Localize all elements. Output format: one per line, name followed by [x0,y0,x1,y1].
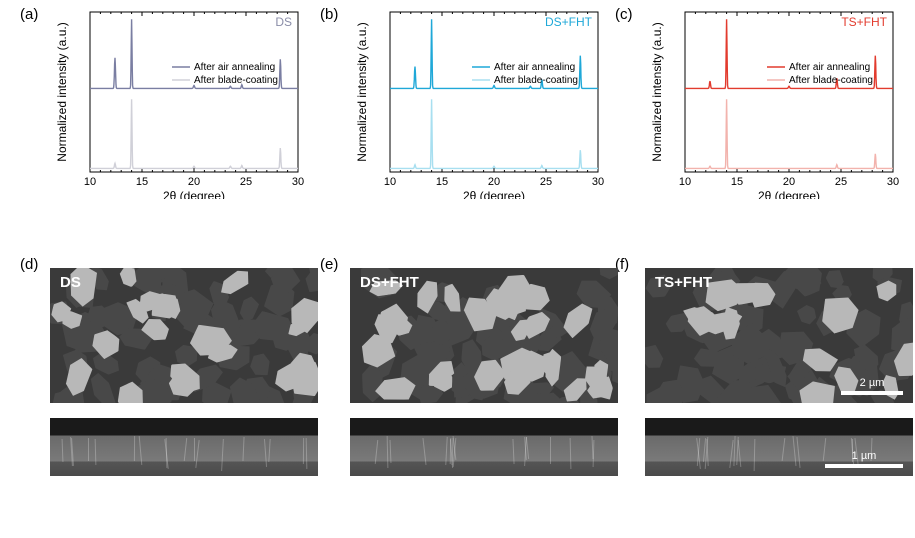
svg-text:15: 15 [136,176,148,188]
svg-text:Normalized intensity (a.u.): Normalized intensity (a.u.) [650,22,664,161]
svg-text:30: 30 [887,176,899,188]
sem-xsec-d [50,418,318,476]
svg-text:DS: DS [275,15,292,29]
panel-label-b: (b) [320,6,338,23]
scalebar-xsec: 1 µm [825,450,903,468]
svg-text:2θ (degree): 2θ (degree) [163,189,225,199]
figure-root: (a) (b) (c) 10 15 20 25 30 2θ (degree) Normali… [0,0,915,538]
sem-label-e: DS+FHT [360,274,419,291]
svg-text:30: 30 [292,176,304,188]
scalebar-top-line [841,391,903,395]
svg-text:Normalized intensity (a.u.): Normalized intensity (a.u.) [55,22,69,161]
svg-text:2θ (degree): 2θ (degree) [758,189,820,199]
svg-text:After air annealing: After air annealing [789,62,870,73]
svg-text:15: 15 [731,176,743,188]
sem-xsec-e [350,418,618,476]
svg-text:15: 15 [436,176,448,188]
svg-text:20: 20 [783,176,795,188]
scalebar-top-text: 2 µm [860,377,885,389]
sem-xsec-f: 1 µm [645,418,913,476]
svg-text:2θ (degree): 2θ (degree) [463,189,525,199]
svg-text:25: 25 [835,176,847,188]
sem-top-e: DS+FHT [350,268,618,403]
sem-top-d: DS [50,268,318,403]
svg-text:20: 20 [188,176,200,188]
svg-text:25: 25 [540,176,552,188]
scalebar-top: 2 µm [841,377,903,395]
svg-text:After blade-coating: After blade-coating [789,75,873,86]
panel-label-c: (c) [615,6,633,23]
svg-text:After air annealing: After air annealing [194,62,275,73]
svg-text:10: 10 [84,176,96,188]
svg-text:After blade-coating: After blade-coating [494,75,578,86]
scalebar-xsec-line [825,464,903,468]
xrd-chart-a: 10 15 20 25 30 2θ (degree) Normalized intensit… [50,4,305,199]
panel-label-d: (d) [20,256,38,273]
svg-text:30: 30 [592,176,604,188]
svg-text:10: 10 [679,176,691,188]
svg-text:TS+FHT: TS+FHT [841,15,887,29]
panel-label-e: (e) [320,256,338,273]
svg-text:25: 25 [240,176,252,188]
sem-top-f: TS+FHT 2 µm [645,268,913,403]
svg-text:DS+FHT: DS+FHT [545,15,593,29]
svg-text:Normalized intensity (a.u.): Normalized intensity (a.u.) [355,22,369,161]
sem-label-f: TS+FHT [655,274,712,291]
sem-label-d: DS [60,274,81,291]
svg-text:After blade-coating: After blade-coating [194,75,278,86]
scalebar-xsec-text: 1 µm [852,450,877,462]
panel-label-a: (a) [20,6,38,23]
svg-text:10: 10 [384,176,396,188]
svg-text:20: 20 [488,176,500,188]
svg-text:After air annealing: After air annealing [494,62,575,73]
xrd-chart-b: 10 15 20 25 30 2θ (degree) Normalized intensit… [350,4,605,199]
xrd-chart-c: 10 15 20 25 30 2θ (degree) Normalized intensit… [645,4,900,199]
